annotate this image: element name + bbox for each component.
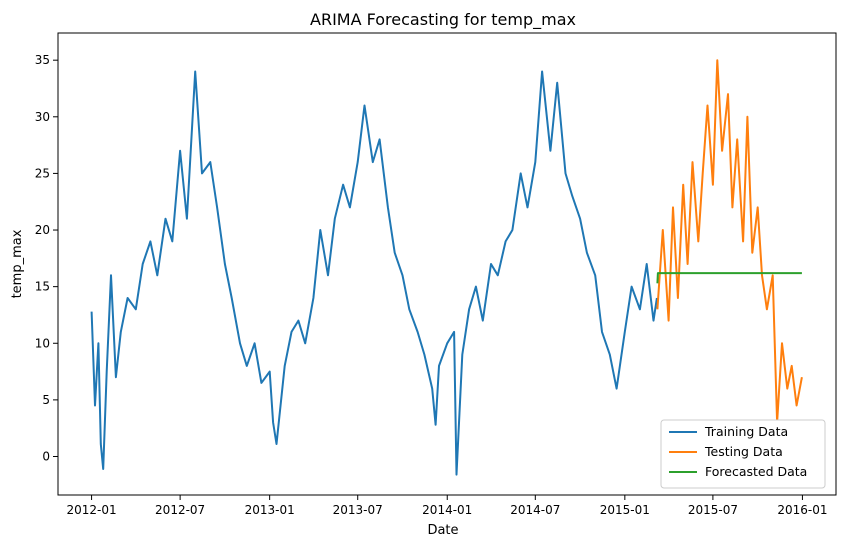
series-line-testing-data <box>656 59 803 424</box>
y-tick-label: 30 <box>35 110 50 124</box>
y-tick-label: 15 <box>35 280 50 294</box>
x-tick-label: 2014-01 <box>422 503 472 517</box>
x-tick-label: 2015-01 <box>600 503 650 517</box>
x-tick-label: 2012-01 <box>67 503 117 517</box>
x-tick-label: 2013-01 <box>245 503 295 517</box>
series-line-forecasted-data <box>656 272 802 284</box>
y-tick-label: 35 <box>35 53 50 67</box>
y-tick-label: 20 <box>35 223 50 237</box>
legend: Training Data Testing Data Forecasted Data <box>660 419 826 489</box>
x-tick-label: 2015-07 <box>688 503 738 517</box>
y-tick-label: 10 <box>35 336 50 350</box>
series-line-training-data <box>90 70 658 476</box>
legend-label: Training Data <box>704 424 788 439</box>
x-tick-label: 2014-07 <box>510 503 560 517</box>
y-axis-label: temp_max <box>10 229 25 298</box>
chart-title: ARIMA Forecasting for temp_max <box>310 10 576 30</box>
x-tick-label: 2013-07 <box>333 503 383 517</box>
y-axis: 0 5 10 15 20 25 30 35 <box>35 53 58 464</box>
x-axis-label: Date <box>427 523 458 538</box>
y-tick-label: 0 <box>42 450 50 464</box>
y-tick-label: 5 <box>42 393 50 407</box>
legend-label: Testing Data <box>704 444 783 459</box>
x-axis: 2012-01 2012-07 2013-01 2013-07 2014-01 2014-… <box>67 495 827 517</box>
legend-box <box>660 419 826 489</box>
y-tick-label: 25 <box>35 166 50 180</box>
series-layer <box>90 59 803 476</box>
x-tick-label: 2016-01 <box>777 503 827 517</box>
legend-label: Forecasted Data <box>705 464 807 479</box>
x-tick-label: 2012-07 <box>155 503 205 517</box>
